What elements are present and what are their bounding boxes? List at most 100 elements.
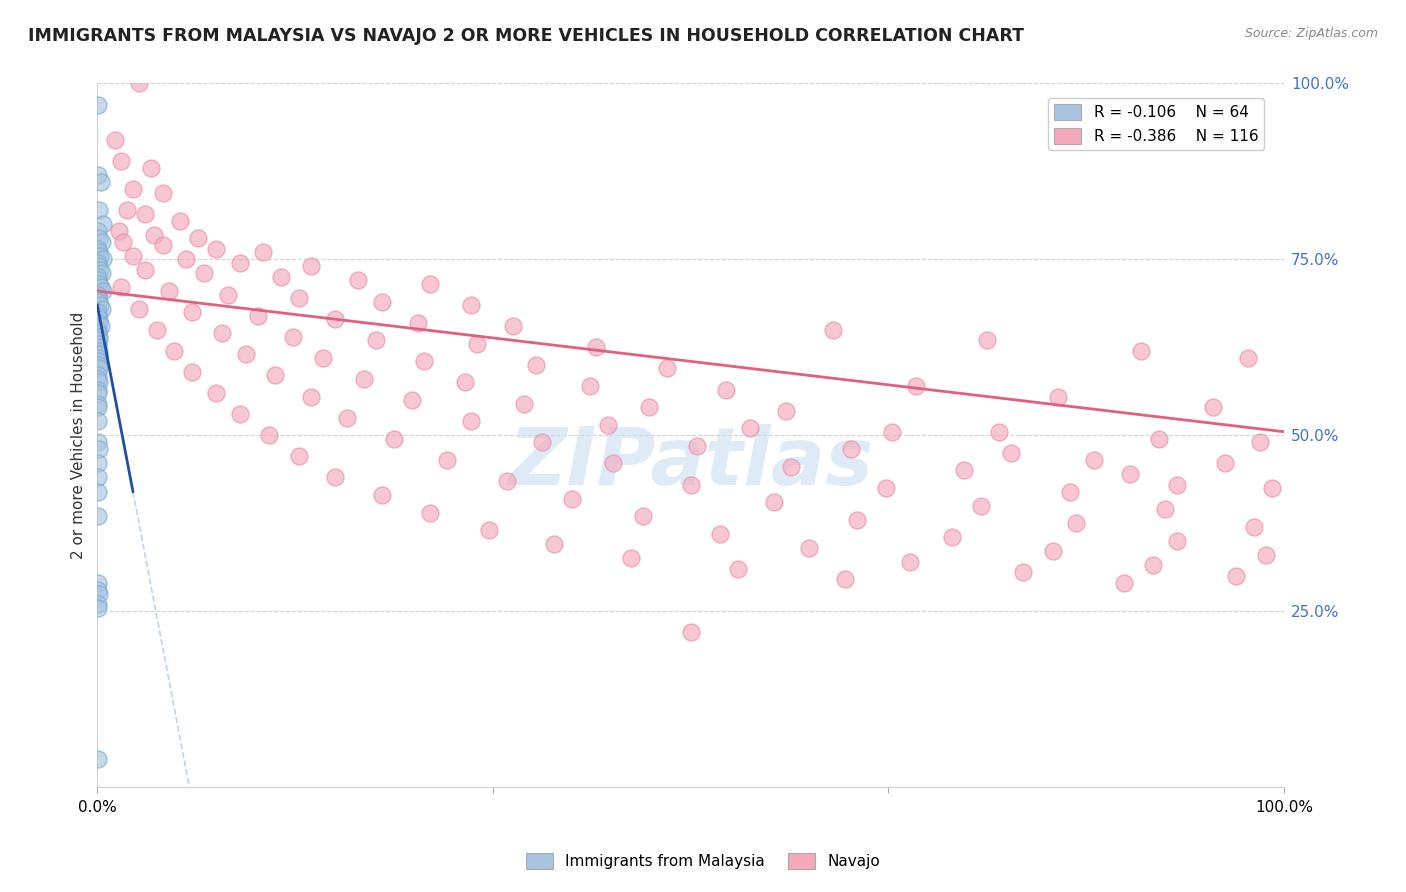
Point <box>87 340 110 354</box>
Point <box>288 450 311 464</box>
Point <box>460 414 482 428</box>
Point <box>87 273 110 287</box>
Point <box>264 368 287 383</box>
Point <box>91 235 114 249</box>
Point <box>90 267 112 281</box>
Point <box>419 277 441 291</box>
Point <box>86 256 108 270</box>
Point <box>89 298 111 312</box>
Point <box>211 326 233 341</box>
Point <box>252 245 274 260</box>
Point <box>86 597 108 611</box>
Point <box>299 260 322 274</box>
Point <box>89 347 111 361</box>
Point <box>235 347 257 361</box>
Point <box>952 463 974 477</box>
Point <box>738 421 761 435</box>
Point <box>1237 351 1260 365</box>
Point <box>87 330 110 344</box>
Point <box>89 333 111 347</box>
Point <box>90 280 112 294</box>
Point <box>709 526 731 541</box>
Point <box>193 267 215 281</box>
Point <box>89 361 111 376</box>
Point <box>347 273 370 287</box>
Point <box>685 439 707 453</box>
Point <box>87 509 110 524</box>
Point <box>152 186 174 200</box>
Point <box>821 323 844 337</box>
Point <box>679 477 702 491</box>
Point <box>780 459 803 474</box>
Point <box>1213 457 1236 471</box>
Point <box>134 206 156 220</box>
Point <box>87 242 110 256</box>
Point <box>87 752 110 766</box>
Point <box>87 168 110 182</box>
Point <box>988 425 1011 439</box>
Point <box>1083 453 1105 467</box>
Point <box>323 312 346 326</box>
Point <box>1000 446 1022 460</box>
Point <box>1142 558 1164 573</box>
Point <box>371 294 394 309</box>
Point <box>1154 502 1177 516</box>
Point <box>976 333 998 347</box>
Point <box>366 333 388 347</box>
Text: Source: ZipAtlas.com: Source: ZipAtlas.com <box>1244 27 1378 40</box>
Point <box>679 625 702 640</box>
Point <box>87 582 110 597</box>
Point <box>217 287 239 301</box>
Point <box>875 481 897 495</box>
Point <box>845 513 868 527</box>
Point <box>602 457 624 471</box>
Point <box>229 256 252 270</box>
Point <box>655 361 678 376</box>
Point <box>596 417 619 432</box>
Point <box>89 263 111 277</box>
Point <box>86 323 108 337</box>
Point <box>495 474 517 488</box>
Point <box>87 326 110 341</box>
Point <box>122 182 145 196</box>
Point <box>1166 533 1188 548</box>
Point <box>89 231 111 245</box>
Point <box>524 358 547 372</box>
Point <box>87 358 110 372</box>
Point <box>157 284 180 298</box>
Point <box>163 343 186 358</box>
Point <box>436 453 458 467</box>
Point <box>86 336 108 351</box>
Point <box>112 235 135 249</box>
Point <box>134 263 156 277</box>
Point <box>187 231 209 245</box>
Point <box>87 203 110 218</box>
Point <box>465 336 488 351</box>
Legend: Immigrants from Malaysia, Navajo: Immigrants from Malaysia, Navajo <box>519 847 887 875</box>
Point <box>259 428 281 442</box>
Point <box>543 537 565 551</box>
Point <box>834 573 856 587</box>
Point <box>110 280 132 294</box>
Point <box>86 457 108 471</box>
Point <box>1112 576 1135 591</box>
Point <box>578 379 600 393</box>
Point <box>87 470 110 484</box>
Point <box>169 213 191 227</box>
Point <box>89 277 111 291</box>
Legend: R = -0.106    N = 64, R = -0.386    N = 116: R = -0.106 N = 64, R = -0.386 N = 116 <box>1047 98 1264 150</box>
Point <box>87 294 110 309</box>
Point <box>145 323 167 337</box>
Point <box>115 203 138 218</box>
Point <box>87 312 110 326</box>
Point <box>91 217 114 231</box>
Point <box>270 269 292 284</box>
Point <box>86 576 108 591</box>
Point <box>288 291 311 305</box>
Point <box>87 600 110 615</box>
Point <box>478 523 501 537</box>
Point <box>87 586 110 600</box>
Point <box>1225 569 1247 583</box>
Point <box>246 309 269 323</box>
Point <box>323 470 346 484</box>
